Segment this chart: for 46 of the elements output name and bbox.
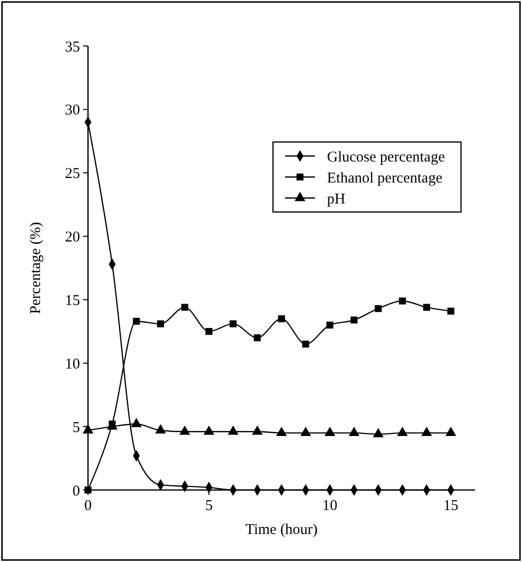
y-tick-label: 5 [72, 420, 80, 436]
y-tick-label: 10 [65, 356, 80, 372]
point [445, 426, 456, 436]
point [447, 308, 454, 315]
point [372, 428, 384, 438]
point [421, 426, 432, 436]
x-tick-label: 10 [322, 498, 338, 514]
point [228, 425, 238, 435]
point [276, 426, 287, 436]
x-axis-title: Time (hour) [245, 522, 318, 538]
point [423, 304, 430, 311]
x-tick-label: 5 [205, 498, 213, 514]
point [278, 315, 285, 322]
legend-label: pH [327, 191, 346, 208]
y-tick-label: 25 [65, 166, 80, 182]
y-tick-label: 30 [65, 102, 80, 119]
x-tick-label: 15 [443, 498, 458, 514]
point [398, 298, 406, 304]
legend-label: Glucose percentage [327, 149, 446, 166]
point [82, 424, 94, 434]
point [326, 322, 334, 329]
point [131, 418, 142, 428]
x-tick-label: 0 [84, 498, 92, 514]
point [230, 320, 237, 328]
legend-label: Ethanol percentage [327, 170, 443, 186]
point [350, 316, 358, 324]
point [132, 318, 140, 325]
point [324, 426, 336, 436]
point [254, 334, 261, 342]
point [205, 328, 212, 335]
y-tick-label: 0 [72, 483, 80, 500]
point [204, 425, 214, 435]
point [302, 340, 310, 348]
point [157, 320, 164, 328]
point [300, 426, 312, 436]
y-axis-title: Percentage (%) [28, 222, 44, 314]
point [374, 305, 382, 312]
y-tick-label: 35 [65, 39, 80, 56]
point [348, 426, 360, 436]
point [397, 426, 408, 436]
y-tick-label: 20 [65, 230, 80, 246]
point [155, 424, 166, 434]
point [181, 304, 188, 311]
point [179, 425, 190, 435]
y-tick-label: 15 [65, 292, 80, 309]
point [252, 425, 263, 435]
